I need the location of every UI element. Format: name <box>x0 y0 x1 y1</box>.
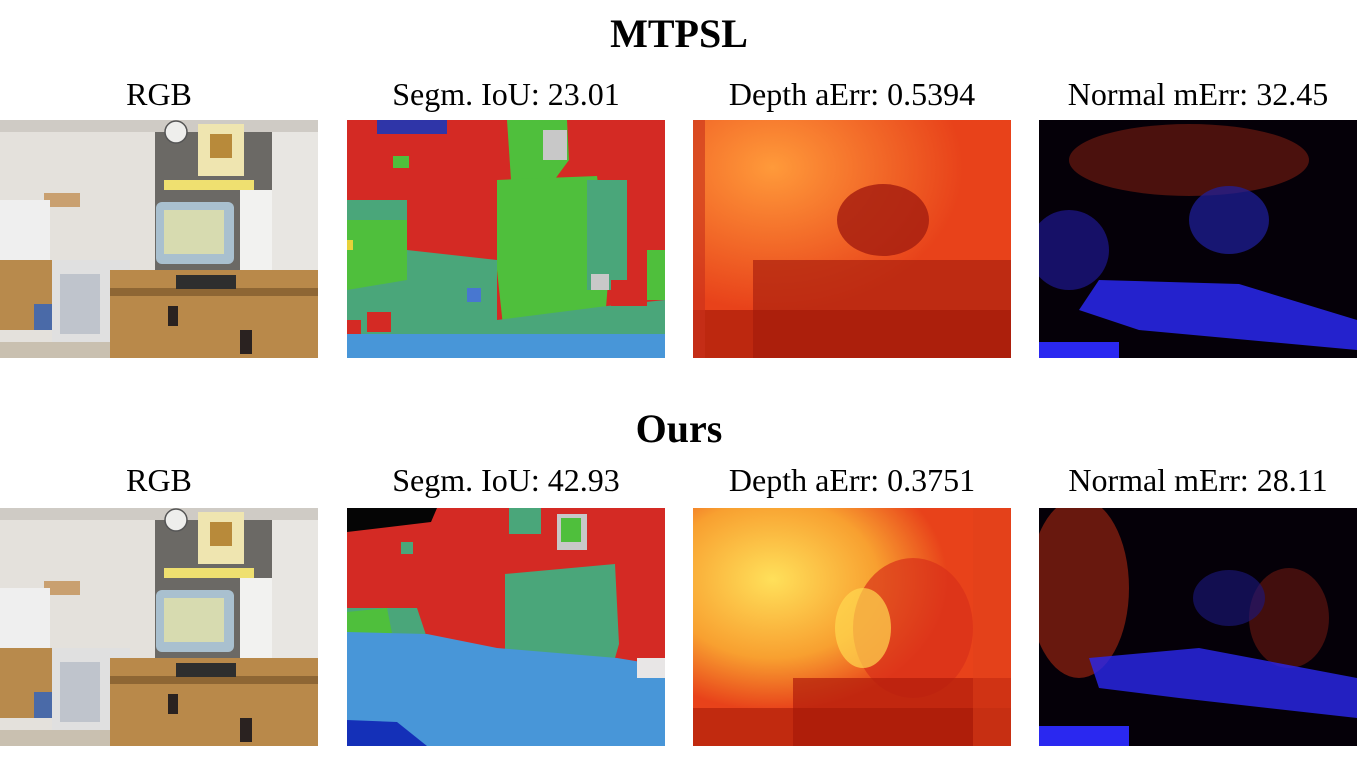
depth-error-map <box>693 120 1011 358</box>
panel-label-segmentation: Segm. IoU: 42.93 <box>392 462 620 498</box>
panel-label-rgb: RGB <box>126 462 192 498</box>
segmentation-map <box>347 508 665 746</box>
panel-label-depth: Depth aErr: 0.3751 <box>728 462 976 498</box>
group-title-ours: Ours <box>635 406 723 451</box>
panel-label-normal: Normal mErr: 28.11 <box>1068 462 1328 498</box>
rgb-image <box>0 120 318 358</box>
group-title-mtpsl: MTPSL <box>610 11 748 56</box>
normal-error-map <box>1039 508 1357 746</box>
segmentation-map <box>347 120 665 358</box>
panel-label-segmentation: Segm. IoU: 23.01 <box>392 76 620 112</box>
rgb-image <box>0 508 318 746</box>
panel-label-depth: Depth aErr: 0.5394 <box>728 76 976 112</box>
panel-label-rgb: RGB <box>126 76 192 112</box>
normal-error-map <box>1039 120 1357 358</box>
panel-label-normal: Normal mErr: 32.45 <box>1067 76 1329 112</box>
depth-error-map <box>693 508 1011 746</box>
